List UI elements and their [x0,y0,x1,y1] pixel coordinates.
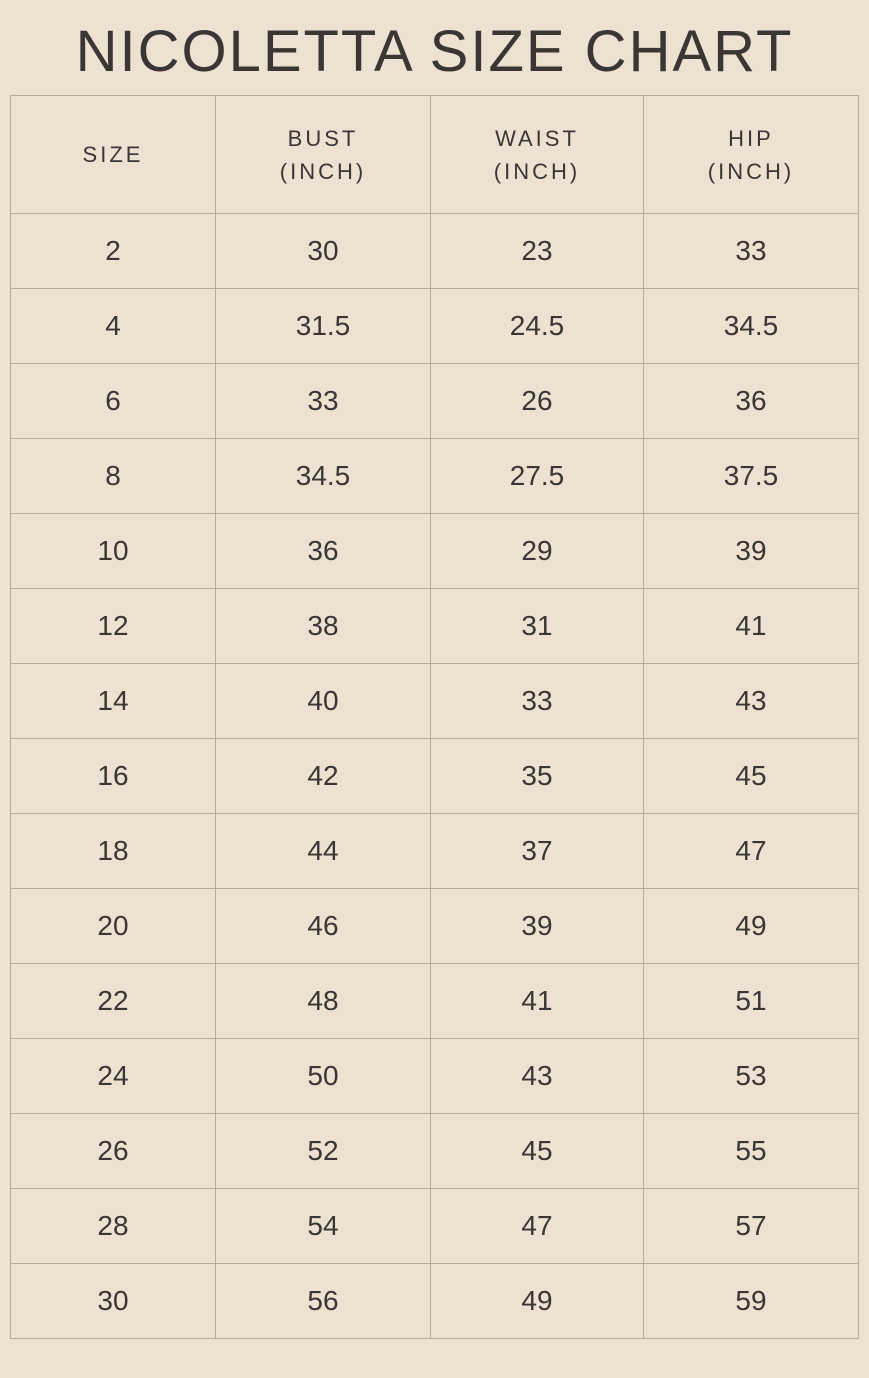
cell-bust-14: 56 [216,1264,431,1339]
cell-size-13: 28 [11,1189,216,1264]
cell-waist-0: 23 [431,214,644,289]
cell-bust-2: 33 [216,364,431,439]
table-row: 4 31.5 24.5 34.5 [11,289,859,364]
cell-size-14: 30 [11,1264,216,1339]
size-chart-page: NICOLETTA SIZE CHART SIZE BUST (INCH) [0,0,869,1378]
size-chart-table: SIZE BUST (INCH) WAIST (INCH) HIP (INCH) [10,95,859,1339]
page-title: NICOLETTA SIZE CHART [0,0,869,95]
table-row: 30 56 49 59 [11,1264,859,1339]
table-row: 12 38 31 41 [11,589,859,664]
cell-waist-10: 41 [431,964,644,1039]
cell-bust-3: 34.5 [216,439,431,514]
cell-waist-5: 31 [431,589,644,664]
cell-hip-14: 59 [644,1264,859,1339]
cell-hip-3: 37.5 [644,439,859,514]
table-row: 22 48 41 51 [11,964,859,1039]
cell-size-2: 6 [11,364,216,439]
cell-waist-4: 29 [431,514,644,589]
cell-bust-1: 31.5 [216,289,431,364]
cell-size-9: 20 [11,889,216,964]
table-row: 20 46 39 49 [11,889,859,964]
cell-size-8: 18 [11,814,216,889]
cell-hip-7: 45 [644,739,859,814]
cell-waist-3: 27.5 [431,439,644,514]
cell-hip-4: 39 [644,514,859,589]
column-header-bust: BUST (INCH) [216,96,431,214]
cell-size-0: 2 [11,214,216,289]
cell-hip-13: 57 [644,1189,859,1264]
table-row: 8 34.5 27.5 37.5 [11,439,859,514]
cell-hip-5: 41 [644,589,859,664]
column-header-hip: HIP (INCH) [644,96,859,214]
cell-size-5: 12 [11,589,216,664]
table-body: 2 30 23 33 4 31.5 24.5 34.5 6 33 26 36 8 34.5 27.5 37.5… [11,214,859,1339]
cell-size-11: 24 [11,1039,216,1114]
cell-bust-12: 52 [216,1114,431,1189]
cell-bust-6: 40 [216,664,431,739]
cell-waist-12: 45 [431,1114,644,1189]
cell-size-7: 16 [11,739,216,814]
cell-bust-10: 48 [216,964,431,1039]
cell-bust-8: 44 [216,814,431,889]
table-row: 18 44 37 47 [11,814,859,889]
table-row: 10 36 29 39 [11,514,859,589]
cell-size-6: 14 [11,664,216,739]
cell-bust-11: 50 [216,1039,431,1114]
table-row: 16 42 35 45 [11,739,859,814]
table-row: 26 52 45 55 [11,1114,859,1189]
cell-waist-1: 24.5 [431,289,644,364]
cell-bust-9: 46 [216,889,431,964]
cell-hip-10: 51 [644,964,859,1039]
cell-bust-13: 54 [216,1189,431,1264]
cell-size-3: 8 [11,439,216,514]
size-chart-table-wrapper: SIZE BUST (INCH) WAIST (INCH) HIP (INCH) [10,95,858,1339]
cell-size-1: 4 [11,289,216,364]
cell-waist-6: 33 [431,664,644,739]
table-row: 14 40 33 43 [11,664,859,739]
cell-bust-4: 36 [216,514,431,589]
cell-hip-6: 43 [644,664,859,739]
cell-waist-8: 37 [431,814,644,889]
cell-waist-11: 43 [431,1039,644,1114]
cell-waist-2: 26 [431,364,644,439]
cell-size-12: 26 [11,1114,216,1189]
cell-bust-5: 38 [216,589,431,664]
table-row: 6 33 26 36 [11,364,859,439]
cell-size-10: 22 [11,964,216,1039]
cell-hip-9: 49 [644,889,859,964]
table-row: 24 50 43 53 [11,1039,859,1114]
cell-bust-7: 42 [216,739,431,814]
cell-waist-7: 35 [431,739,644,814]
column-header-waist: WAIST (INCH) [431,96,644,214]
cell-hip-0: 33 [644,214,859,289]
table-row: 28 54 47 57 [11,1189,859,1264]
cell-waist-14: 49 [431,1264,644,1339]
cell-bust-0: 30 [216,214,431,289]
cell-size-4: 10 [11,514,216,589]
table-row: 2 30 23 33 [11,214,859,289]
cell-hip-11: 53 [644,1039,859,1114]
column-header-size: SIZE [11,96,216,214]
cell-waist-13: 47 [431,1189,644,1264]
cell-hip-8: 47 [644,814,859,889]
cell-hip-12: 55 [644,1114,859,1189]
cell-hip-1: 34.5 [644,289,859,364]
table-header-row: SIZE BUST (INCH) WAIST (INCH) HIP (INCH) [11,96,859,214]
cell-waist-9: 39 [431,889,644,964]
cell-hip-2: 36 [644,364,859,439]
